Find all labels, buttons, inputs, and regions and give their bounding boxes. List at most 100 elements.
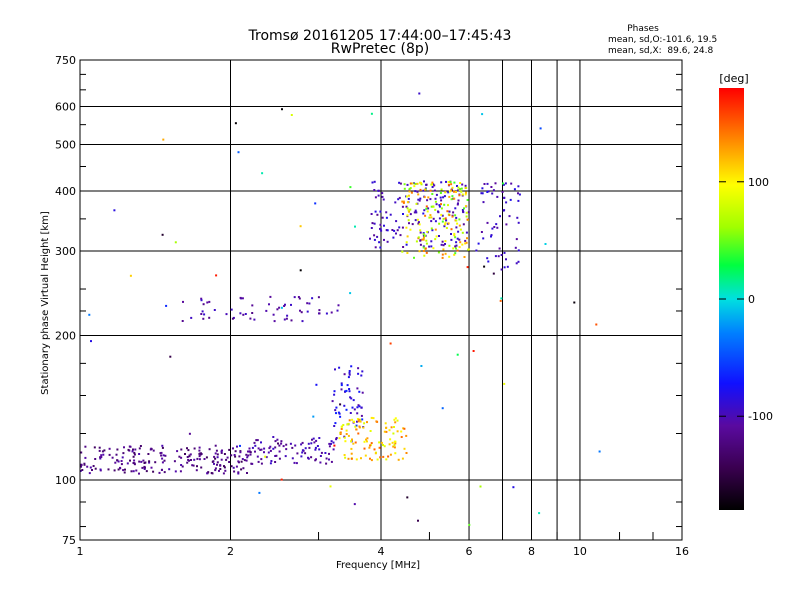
data-point (453, 253, 456, 256)
data-point (391, 229, 394, 231)
data-point (407, 219, 410, 222)
data-point (311, 438, 313, 441)
data-point (124, 468, 126, 471)
data-point (483, 183, 486, 185)
data-point (481, 187, 484, 190)
data-point (423, 254, 426, 257)
data-point (466, 218, 469, 221)
data-point (420, 182, 422, 185)
data-point (133, 459, 136, 462)
data-point (369, 237, 371, 240)
data-point (396, 419, 399, 422)
data-point (199, 453, 202, 456)
data-point (261, 172, 264, 175)
data-point (394, 417, 397, 420)
colorbar-tick-label: -100 (748, 410, 773, 423)
data-point (132, 455, 135, 458)
data-point (239, 296, 242, 299)
y-tick-label: 750 (55, 54, 76, 67)
data-point (450, 228, 453, 231)
data-point (174, 470, 177, 473)
data-point (373, 234, 376, 237)
data-point (338, 412, 341, 415)
data-point (403, 187, 406, 190)
data-point (427, 207, 430, 210)
data-point (432, 183, 435, 186)
data-point (249, 317, 252, 320)
data-point (441, 256, 444, 259)
data-point (338, 366, 341, 369)
phases-o-stats: mean, sd,O:-101.6, 19.5 (608, 35, 717, 45)
data-point (108, 447, 111, 450)
data-point (465, 211, 468, 214)
data-point (448, 255, 451, 258)
data-point (451, 195, 454, 198)
data-point (331, 400, 334, 403)
data-point (401, 205, 404, 208)
data-point (455, 226, 458, 229)
data-point (458, 218, 461, 221)
data-point (278, 306, 281, 309)
data-point (239, 450, 242, 453)
data-point (429, 189, 432, 192)
data-point (438, 205, 441, 208)
data-point (354, 441, 357, 444)
data-point (207, 471, 210, 474)
data-point (450, 198, 453, 201)
data-point (200, 297, 203, 300)
data-point (100, 454, 103, 457)
data-point (426, 210, 429, 213)
data-point (317, 296, 320, 299)
data-point (129, 274, 132, 277)
data-point (482, 201, 485, 204)
data-point (441, 253, 444, 256)
data-point (363, 447, 366, 450)
data-point (409, 228, 412, 231)
data-point (393, 446, 396, 449)
data-point (351, 438, 353, 441)
data-point (385, 216, 388, 219)
data-point (431, 181, 434, 184)
data-point (133, 463, 136, 466)
data-point (413, 211, 416, 214)
data-point (257, 460, 260, 463)
data-point (498, 247, 501, 250)
data-point (299, 225, 302, 228)
data-point (280, 306, 283, 309)
data-point (343, 436, 346, 439)
data-point (351, 418, 354, 421)
data-point (458, 194, 461, 197)
data-point (267, 451, 270, 454)
data-point (339, 403, 342, 406)
data-point (340, 382, 343, 385)
x-tick-label: 4 (378, 545, 385, 558)
data-point (458, 224, 461, 227)
data-point (429, 198, 432, 201)
data-point (202, 317, 205, 320)
data-point (214, 444, 217, 447)
phases-heading: Phases (627, 24, 659, 34)
data-point (424, 247, 427, 250)
data-point (360, 374, 363, 377)
data-point (80, 451, 83, 454)
data-point (417, 221, 420, 224)
data-point (116, 459, 119, 462)
data-point (439, 196, 442, 199)
data-point (282, 445, 285, 448)
data-point (328, 452, 330, 455)
grid-lines (80, 60, 682, 540)
data-point (135, 469, 138, 472)
data-point (406, 201, 409, 204)
data-point (196, 465, 198, 468)
data-point (360, 457, 362, 460)
data-point (395, 232, 397, 235)
data-point (434, 197, 437, 200)
data-point (225, 313, 228, 316)
data-point (407, 197, 410, 200)
data-point (300, 443, 303, 446)
data-point (280, 440, 283, 443)
data-point (417, 519, 419, 522)
data-point (406, 207, 409, 210)
data-point (405, 205, 408, 208)
data-point (269, 449, 272, 452)
